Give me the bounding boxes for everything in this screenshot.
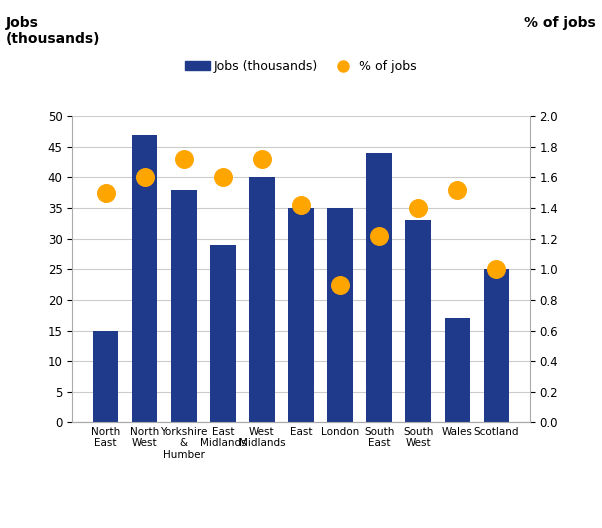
Text: % of jobs: % of jobs bbox=[524, 16, 596, 30]
Bar bbox=[132, 135, 158, 422]
Bar bbox=[367, 153, 392, 422]
Bar bbox=[444, 318, 470, 422]
Point bbox=[296, 201, 306, 209]
Bar bbox=[210, 245, 235, 422]
Text: Jobs
(thousands): Jobs (thousands) bbox=[6, 16, 101, 46]
Point bbox=[491, 265, 501, 274]
Point bbox=[140, 173, 150, 182]
Bar bbox=[288, 208, 314, 422]
Bar bbox=[327, 208, 353, 422]
Point bbox=[218, 173, 228, 182]
Point bbox=[179, 155, 188, 163]
Point bbox=[335, 280, 345, 289]
Point bbox=[101, 188, 111, 197]
Legend: Jobs (thousands), % of jobs: Jobs (thousands), % of jobs bbox=[180, 55, 422, 78]
Bar bbox=[93, 331, 119, 422]
Point bbox=[414, 204, 423, 212]
Bar bbox=[249, 177, 275, 422]
Point bbox=[374, 231, 384, 240]
Bar bbox=[171, 190, 196, 422]
Point bbox=[452, 185, 462, 194]
Point bbox=[257, 155, 267, 163]
Bar bbox=[406, 220, 431, 422]
Bar bbox=[483, 269, 509, 422]
